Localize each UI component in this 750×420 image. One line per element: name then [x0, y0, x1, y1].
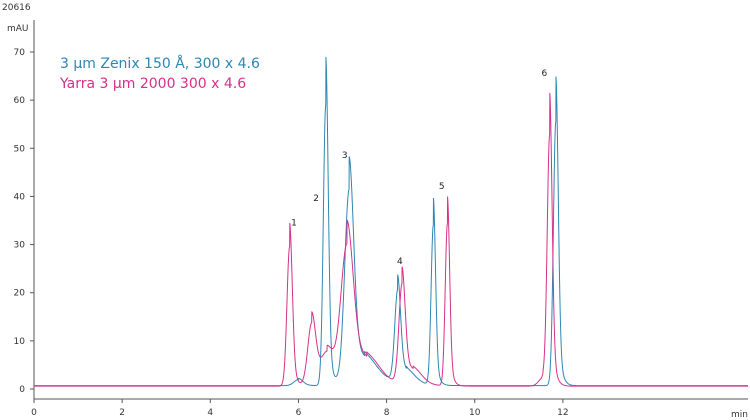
y-tick-label: 50: [14, 144, 26, 154]
x-tick-label: 4: [207, 408, 213, 418]
x-tick-label: 10: [469, 408, 481, 418]
y-tick-label: 70: [14, 48, 26, 58]
y-tick-label: 20: [14, 289, 26, 299]
legend-entry-yarra: Yarra 3 µm 2000 300 x 4.6: [59, 76, 246, 92]
y-axis-unit: mAU: [7, 24, 29, 34]
peak-label: 6: [542, 69, 548, 79]
peak-label: 4: [397, 257, 403, 267]
peak-label: 2: [313, 194, 319, 204]
corner-id: 20616: [2, 3, 31, 13]
peak-label: 3: [342, 151, 348, 161]
x-tick-label: 2: [119, 408, 125, 418]
y-tick-label: 30: [14, 241, 26, 251]
legend-entry-zenix: 3 µm Zenix 150 Å, 300 x 4.6: [60, 55, 260, 72]
y-axis-ticks: 0 10 20 30 40 50 60 70: [14, 48, 34, 395]
series-line-1: [33, 92, 749, 387]
x-axis-ticks: 0 2 4 6 8 10 12: [31, 399, 569, 418]
x-tick-label: 6: [296, 408, 302, 418]
x-tick-label: 12: [557, 408, 568, 418]
legend: 3 µm Zenix 150 Å, 300 x 4.6 Yarra 3 µm 2…: [59, 55, 260, 92]
y-tick-label: 10: [14, 337, 26, 347]
peak-label: 1: [291, 218, 297, 228]
series-line-0: [33, 56, 749, 387]
peak-label: 5: [439, 182, 445, 192]
peak-labels: 1 2 3 4 5 6: [291, 69, 547, 267]
x-axis-unit: min: [731, 410, 748, 420]
y-tick-label: 60: [14, 96, 26, 106]
series-traces: [33, 56, 749, 387]
x-tick-label: 0: [31, 408, 37, 418]
y-tick-label: 0: [19, 385, 25, 395]
x-tick-label: 8: [384, 408, 390, 418]
y-tick-label: 40: [14, 192, 26, 202]
